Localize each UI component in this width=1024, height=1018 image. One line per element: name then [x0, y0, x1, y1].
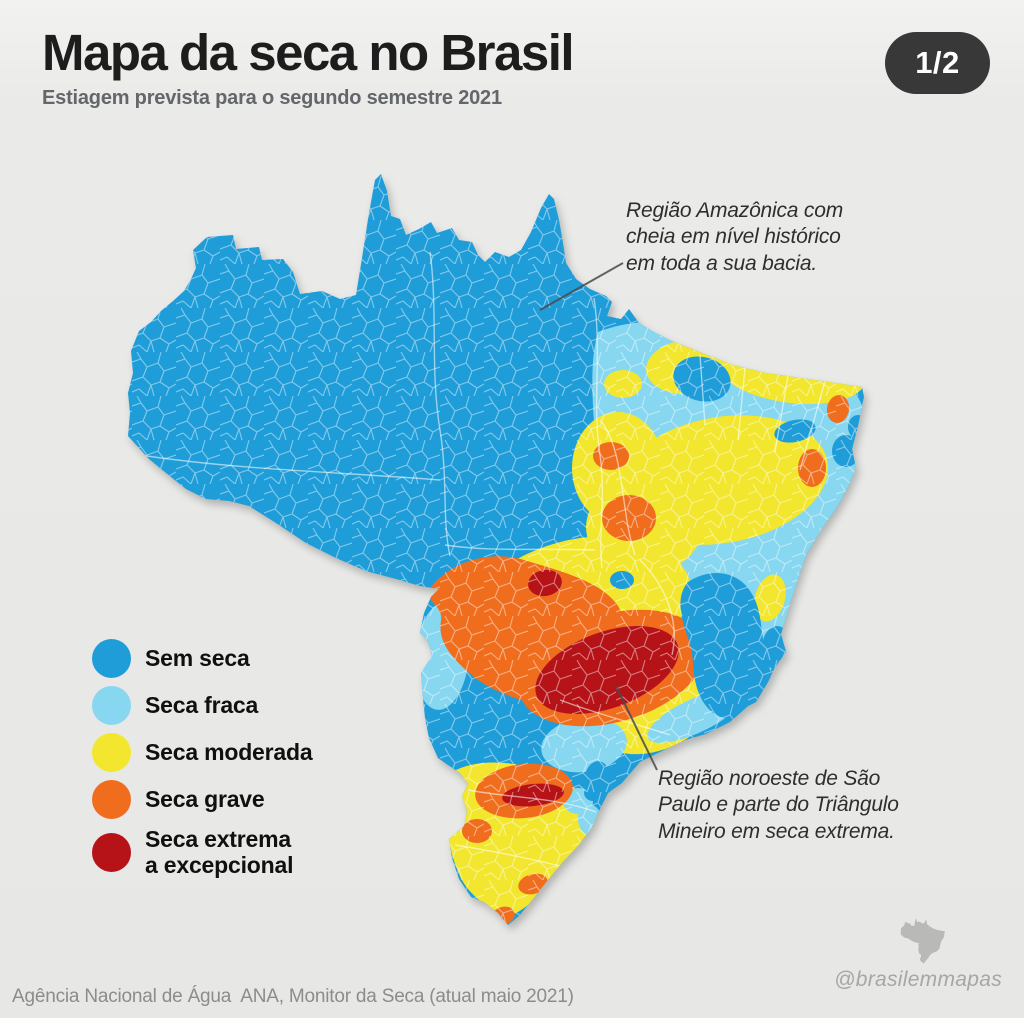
legend: Sem seca Seca fraca Seca moderada Seca g… [92, 639, 313, 879]
legend-item: Seca grave [92, 780, 312, 819]
annotation-amazon: Região Amazônica com cheia em nível hist… [626, 199, 843, 275]
legend-item: Seca extrema a excepcional [92, 826, 312, 879]
legend-swatch-seca-extrema [92, 833, 131, 873]
page-counter-badge: 1/2 [885, 32, 990, 94]
legend-label: Sem seca [145, 644, 250, 671]
legend-swatch-seca-moderada [92, 733, 131, 772]
legend-item: Sem seca [92, 639, 312, 678]
legend-swatch-seca-grave [92, 780, 131, 819]
legend-swatch-seca-fraca [92, 686, 131, 725]
page-title: Mapa da seca no Brasil [42, 24, 575, 81]
watermark-brazil-logo [900, 918, 945, 964]
header: Mapa da seca no Brasil Estiagem prevista… [42, 24, 575, 110]
annotation-lines [539, 262, 658, 771]
watermark-handle: @brasilemmapas [834, 968, 1002, 991]
legend-item: Seca moderada [92, 733, 313, 772]
legend-label: Seca extrema a excepcional [145, 826, 294, 878]
legend-label: Seca fraca [145, 691, 259, 718]
legend-item: Seca fraca [92, 686, 312, 725]
legend-swatch-sem-seca [92, 639, 131, 678]
page-subtitle: Estiagem prevista para o segundo semestr… [42, 86, 502, 109]
amazon-callout-line [539, 262, 624, 311]
source-credit: Agência Nacional de Água ANA, Monitor da… [12, 986, 574, 1007]
annotation-sao-paulo: Região noroeste de São Paulo e parte do … [658, 767, 899, 843]
state-borders [139, 251, 826, 867]
legend-label: Seca grave [145, 785, 265, 812]
sao-paulo-callout-line [615, 685, 658, 771]
legend-label: Seca moderada [145, 738, 313, 765]
